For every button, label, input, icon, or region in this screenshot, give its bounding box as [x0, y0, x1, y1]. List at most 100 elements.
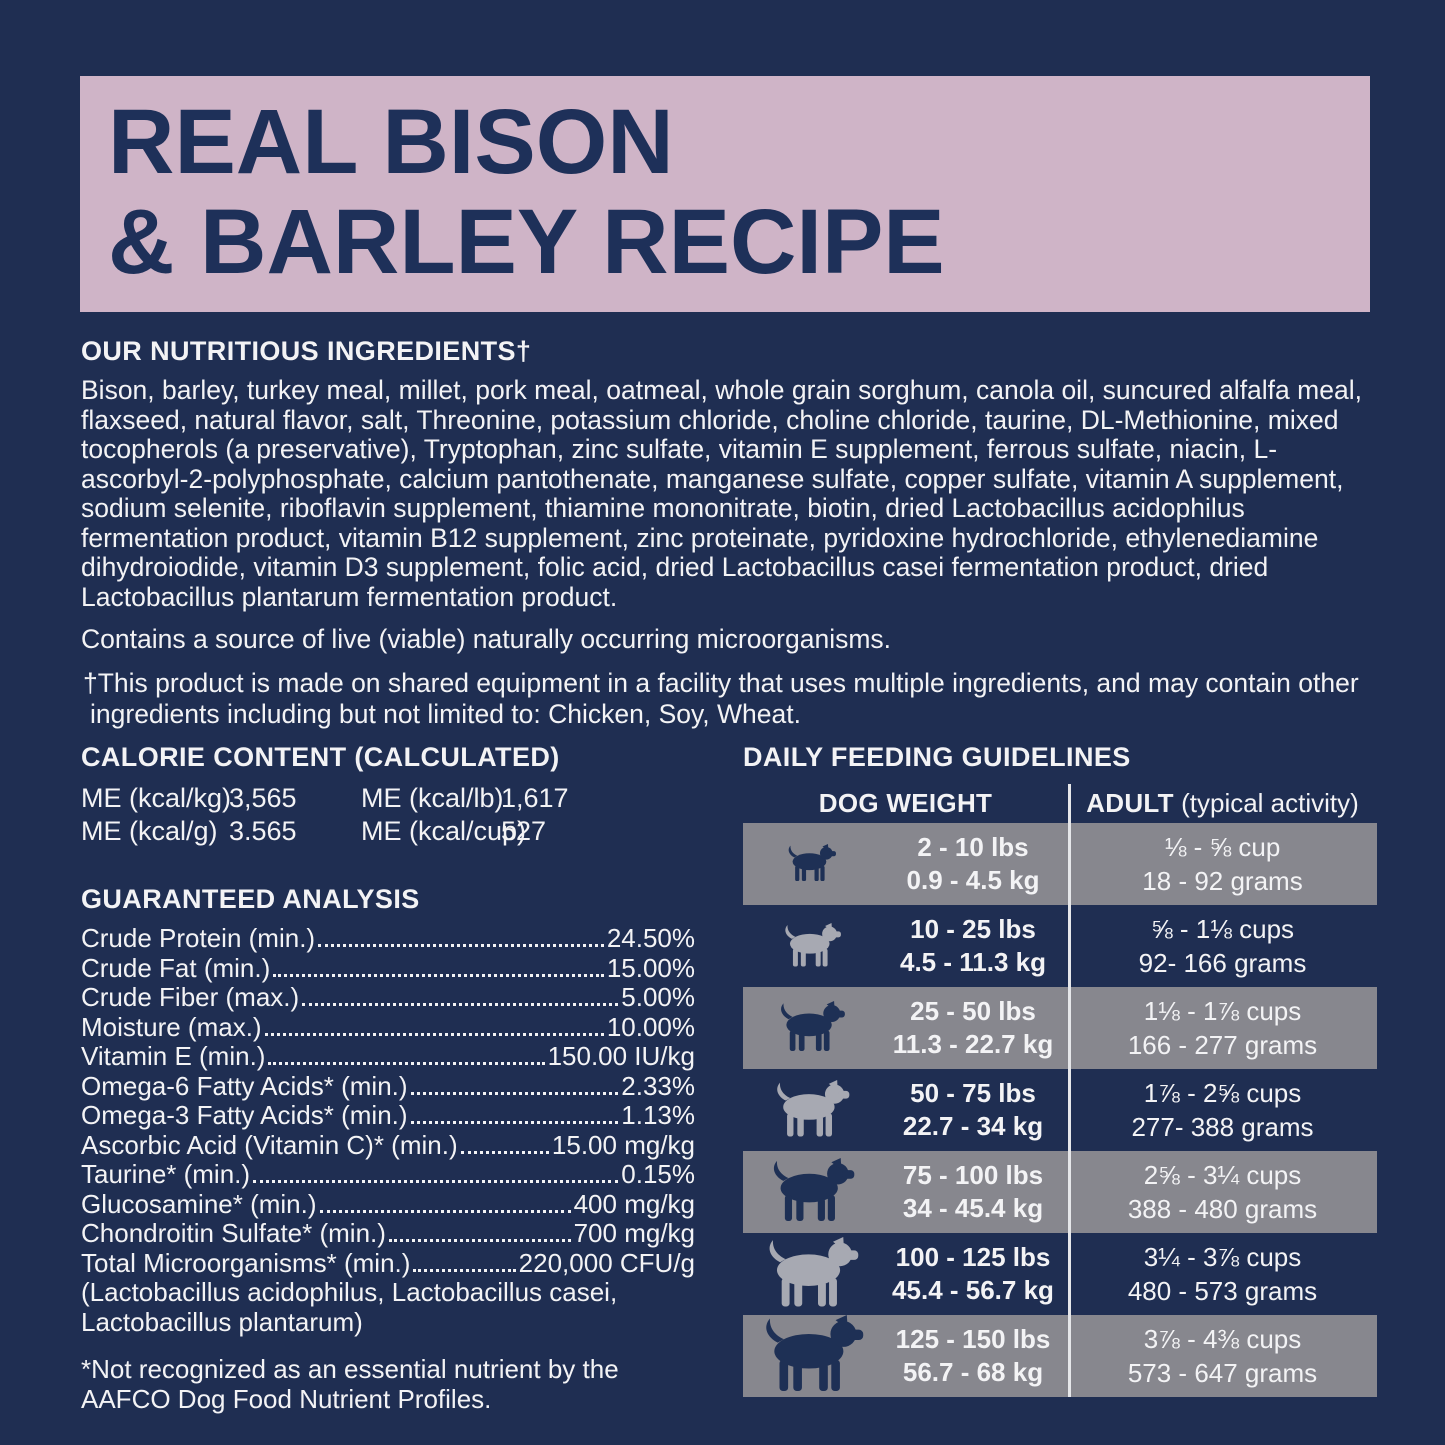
weight-kg: 56.7 - 68 kg — [902, 1357, 1044, 1387]
nutrient-label: Moisture (max.) — [81, 1011, 262, 1042]
calorie-value: 1,617 — [501, 783, 569, 813]
amount-cups: ⅝ - 1⅛ cups — [1150, 914, 1295, 944]
nutrient-value: 150.00 IU/kg — [547, 1041, 695, 1071]
column-divider — [1068, 784, 1071, 1397]
analysis-row: Chondroitin Sulfate* (min.) 700 mg/kg — [81, 1218, 695, 1249]
weight-range: 2 - 10 lbs 0.9 - 4.5 kg — [878, 831, 1068, 897]
calorie-grid: ME (kcal/kg) 3,565 ME (kcal/g) 3.565 ME … — [81, 782, 695, 848]
nutrient-value: 15.00 mg/kg — [551, 1129, 695, 1160]
analysis-continuation-line: Lactobacillus plantarum) — [81, 1306, 363, 1337]
analysis-row: Glucosamine* (min.) 400 mg/kg — [81, 1189, 695, 1220]
product-title: REAL BISON & BARLEY RECIPE — [80, 76, 1370, 292]
nutrient-label: Omega-6 Fatty Acids* (min.) — [81, 1070, 408, 1101]
nutrient-value: 700 mg/kg — [573, 1218, 695, 1248]
amount-grams: 18 - 92 grams — [1142, 866, 1303, 896]
analysis-row: Omega-3 Fatty Acids* (min.) 1.13% — [81, 1100, 695, 1131]
weight-lbs: 75 - 100 lbs — [902, 1160, 1044, 1190]
amount-grams: 92- 166 grams — [1138, 948, 1307, 978]
calorie-label: ME (kcal/g) — [81, 816, 218, 846]
product-title-line1: REAL BISON — [108, 91, 674, 193]
amount-cups: ⅛ - ⅝ cup — [1164, 832, 1281, 862]
weight-lbs: 25 - 50 lbs — [910, 996, 1036, 1026]
guaranteed-analysis-rows: Crude Protein (min.) 24.50% Crude Fat (m… — [81, 923, 695, 1278]
guaranteed-analysis-continuation: (Lactobacillus acidophilus, Lactobacillu… — [81, 1277, 695, 1337]
dot-leader — [264, 1032, 604, 1036]
amount-cups: 1⅞ - 2⅝ cups — [1143, 1078, 1302, 1108]
calorie-label: ME (kcal/kg) — [81, 783, 232, 813]
analysis-row: Moisture (max.) 10.00% — [81, 1011, 695, 1043]
calorie-column-left: ME (kcal/kg) 3,565 ME (kcal/g) 3.565 — [81, 782, 361, 848]
feeding-guidelines-table: DOG WEIGHT ADULT (typical activity) — [743, 784, 1377, 1397]
weight-range: 100 - 125 lbs 45.4 - 56.7 kg — [878, 1241, 1068, 1307]
product-title-line2: & BARLEY RECIPE — [108, 191, 945, 293]
weight-lbs: 50 - 75 lbs — [910, 1078, 1036, 1108]
analysis-row: Crude Protein (min.) 24.50% — [81, 923, 695, 954]
analysis-row: Crude Fiber (max.) 5.00% — [81, 982, 695, 1013]
weight-kg: 0.9 - 4.5 kg — [906, 865, 1040, 895]
nutrient-value: 0.15% — [621, 1159, 695, 1189]
dot-leader — [410, 1091, 619, 1095]
feeding-table-row: 75 - 100 lbs 34 - 45.4 kg 2⅝ - 3¼ cups 3… — [743, 1151, 1377, 1233]
calorie-entry: ME (kcal/kg) 3,565 — [81, 782, 361, 815]
weight-lbs: 10 - 25 lbs — [910, 914, 1036, 944]
nutrient-value: 5.00% — [621, 982, 695, 1012]
nutrient-value: 1.13% — [621, 1100, 695, 1130]
analysis-row: Taurine* (min.) 0.15% — [81, 1159, 695, 1190]
feeding-table-row: 2 - 10 lbs 0.9 - 4.5 kg ⅛ - ⅝ cup 18 - 9… — [743, 823, 1377, 905]
nutrient-label: Crude Protein (min.) — [81, 923, 316, 953]
analysis-row: Ascorbic Acid (Vitamin C)* (min.) 15.00 … — [81, 1129, 695, 1161]
feeding-amount-cell: 1⅛ - 1⅞ cups 166 - 277 grams — [1068, 987, 1377, 1069]
weight-kg: 11.3 - 22.7 kg — [892, 1029, 1054, 1059]
dot-leader — [460, 1150, 549, 1154]
calorie-label: ME (kcal/cup) — [361, 816, 527, 846]
feeding-table-row: 100 - 125 lbs 45.4 - 56.7 kg 3¼ - 3⅞ cup… — [743, 1233, 1377, 1315]
analysis-row: Omega-6 Fatty Acids* (min.) 2.33% — [81, 1070, 695, 1102]
calorie-entry: ME (kcal/g) 3.565 — [81, 815, 361, 848]
feeding-amount-cell: 2⅝ - 3¼ cups 388 - 480 grams — [1068, 1151, 1377, 1233]
weight-lbs: 125 - 150 lbs — [895, 1324, 1051, 1354]
aafco-footnote: *Not recognized as an essential nutrient… — [81, 1354, 619, 1414]
calorie-column-right: ME (kcal/lb) 1,617 ME (kcal/cup) 527 — [361, 782, 569, 848]
dot-leader — [413, 1268, 516, 1272]
calorie-value: 3.565 — [229, 816, 297, 846]
weight-lbs: 100 - 125 lbs — [895, 1242, 1051, 1272]
calorie-value: 527 — [501, 816, 547, 846]
guaranteed-analysis-heading: GUARANTEED ANALYSIS — [81, 884, 420, 914]
dog-icon — [743, 922, 878, 970]
feeding-table-header: DOG WEIGHT ADULT (typical activity) — [743, 784, 1377, 823]
weight-kg: 22.7 - 34 kg — [902, 1111, 1044, 1141]
shared-equipment-footnote: †This product is made on shared equipmen… — [83, 667, 1359, 729]
feeding-table-row: 125 - 150 lbs 56.7 - 68 kg 3⅞ - 4⅜ cups … — [743, 1315, 1377, 1397]
nutrient-value: 2.33% — [621, 1070, 695, 1101]
weight-kg: 4.5 - 11.3 kg — [900, 947, 1046, 977]
analysis-continuation-line: (Lactobacillus acidophilus, Lactobacillu… — [81, 1277, 618, 1307]
amount-cups: 2⅝ - 3¼ cups — [1143, 1160, 1302, 1190]
ingredients-section: OUR NUTRITIOUS INGREDIENTS† Bison, barle… — [81, 336, 1379, 730]
dog-weight-cell: 10 - 25 lbs 4.5 - 11.3 kg — [743, 905, 1068, 987]
calorie-label: ME (kcal/lb) — [361, 783, 504, 813]
dot-leader — [253, 1180, 619, 1183]
dot-leader — [302, 1003, 619, 1006]
dog-weight-cell: 25 - 50 lbs 11.3 - 22.7 kg — [743, 987, 1068, 1069]
amount-cups: 3⅞ - 4⅜ cups — [1143, 1324, 1302, 1354]
dog-icon — [743, 1079, 878, 1141]
amount-cups: 3¼ - 3⅞ cups — [1143, 1242, 1302, 1272]
dog-weight-cell: 75 - 100 lbs 34 - 45.4 kg — [743, 1151, 1068, 1233]
calorie-entry: ME (kcal/lb) 1,617 — [361, 782, 569, 815]
nutrient-label: Crude Fiber (max.) — [81, 982, 300, 1012]
feeding-guidelines-heading: DAILY FEEDING GUIDELINES — [743, 742, 1131, 772]
calorie-entry: ME (kcal/cup) 527 — [361, 815, 569, 848]
feeding-amount-cell: ⅛ - ⅝ cup 18 - 92 grams — [1068, 823, 1377, 905]
weight-range: 50 - 75 lbs 22.7 - 34 kg — [878, 1077, 1068, 1143]
feeding-table-row: 10 - 25 lbs 4.5 - 11.3 kg ⅝ - 1⅛ cups 92… — [743, 905, 1377, 987]
feeding-table-row: 50 - 75 lbs 22.7 - 34 kg 1⅞ - 2⅝ cups 27… — [743, 1069, 1377, 1151]
dog-weight-cell: 125 - 150 lbs 56.7 - 68 kg — [743, 1315, 1068, 1397]
dot-leader — [318, 944, 604, 947]
product-banner: REAL BISON & BARLEY RECIPE — [80, 76, 1370, 312]
nutrient-label: Vitamin E (min.) — [81, 1041, 266, 1071]
weight-range: 125 - 150 lbs 56.7 - 68 kg — [878, 1323, 1068, 1389]
feeding-table-rows: 2 - 10 lbs 0.9 - 4.5 kg ⅛ - ⅝ cup 18 - 9… — [743, 823, 1377, 1397]
weight-range: 25 - 50 lbs 11.3 - 22.7 kg — [878, 995, 1068, 1061]
adult-column-header: ADULT (typical activity) — [1068, 788, 1377, 819]
